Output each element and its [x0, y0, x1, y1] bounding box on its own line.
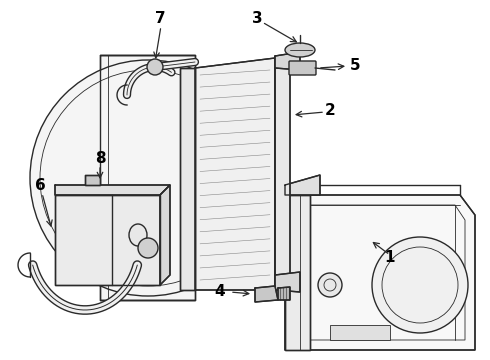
Text: 3: 3: [252, 10, 262, 26]
Text: 6: 6: [35, 177, 46, 193]
Circle shape: [30, 60, 266, 296]
Polygon shape: [278, 287, 290, 300]
Text: 1: 1: [385, 251, 395, 266]
Polygon shape: [275, 272, 300, 292]
Polygon shape: [255, 286, 278, 302]
Polygon shape: [275, 52, 300, 70]
Ellipse shape: [285, 43, 315, 57]
Polygon shape: [55, 195, 160, 285]
Polygon shape: [100, 55, 195, 300]
Text: 8: 8: [95, 150, 105, 166]
Text: 2: 2: [324, 103, 335, 117]
Polygon shape: [85, 175, 100, 185]
Polygon shape: [285, 195, 475, 350]
FancyBboxPatch shape: [289, 61, 316, 75]
Polygon shape: [285, 195, 310, 350]
Polygon shape: [160, 185, 170, 285]
Bar: [330, 325, 390, 340]
Text: 7: 7: [155, 10, 165, 26]
Polygon shape: [195, 58, 275, 290]
Text: 5: 5: [350, 58, 360, 72]
Polygon shape: [285, 175, 320, 195]
Polygon shape: [275, 56, 290, 290]
Polygon shape: [55, 185, 170, 195]
Circle shape: [318, 273, 342, 297]
Polygon shape: [180, 68, 195, 290]
Circle shape: [372, 237, 468, 333]
Ellipse shape: [129, 224, 147, 246]
Circle shape: [138, 238, 158, 258]
Circle shape: [147, 59, 163, 75]
Text: 4: 4: [215, 284, 225, 300]
